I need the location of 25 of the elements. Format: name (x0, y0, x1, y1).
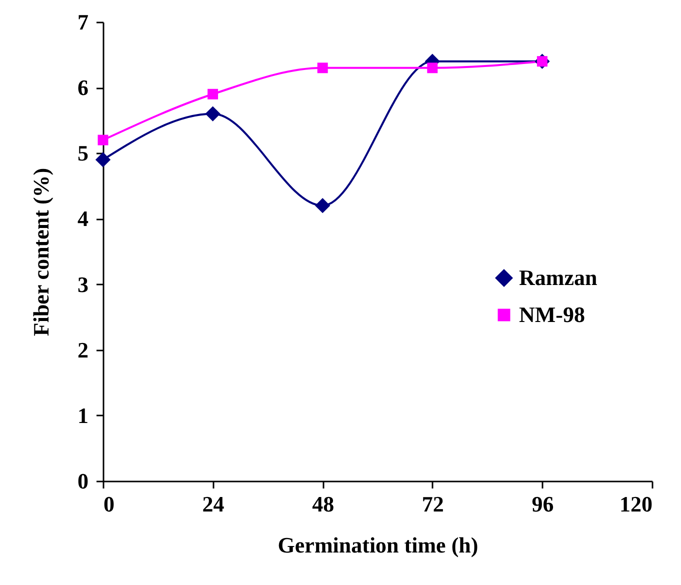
point (315, 198, 330, 214)
point (95, 152, 111, 168)
y-tick-label: 5 (78, 140, 88, 166)
y-tick-label: 7 (78, 10, 88, 34)
x-tick-label: 0 (104, 492, 114, 516)
legend-label: Ramzan (519, 265, 598, 290)
point (205, 106, 220, 122)
x-tick-label: 48 (312, 492, 334, 516)
y-axis-title: Fiber content (%) (28, 168, 54, 336)
y-tick-label: 4 (78, 206, 88, 232)
x-axis-title: Germination time (h) (278, 532, 478, 558)
x-tick-label: 72 (422, 492, 444, 516)
y-tick-label: 3 (78, 272, 88, 297)
point (98, 134, 108, 146)
y-tick-label: 1 (78, 402, 88, 428)
x-tick-label: 120 (620, 492, 652, 516)
x-tick-label: 96 (532, 492, 554, 516)
point (317, 62, 328, 74)
x-tick-label: 24 (202, 492, 224, 516)
y-tick-label: 6 (78, 75, 88, 100)
point (427, 62, 438, 74)
y-tick-label: 2 (78, 337, 88, 362)
legend-label: NM-98 (519, 302, 585, 327)
y-tick-label: 0 (78, 468, 88, 494)
point (208, 88, 218, 100)
